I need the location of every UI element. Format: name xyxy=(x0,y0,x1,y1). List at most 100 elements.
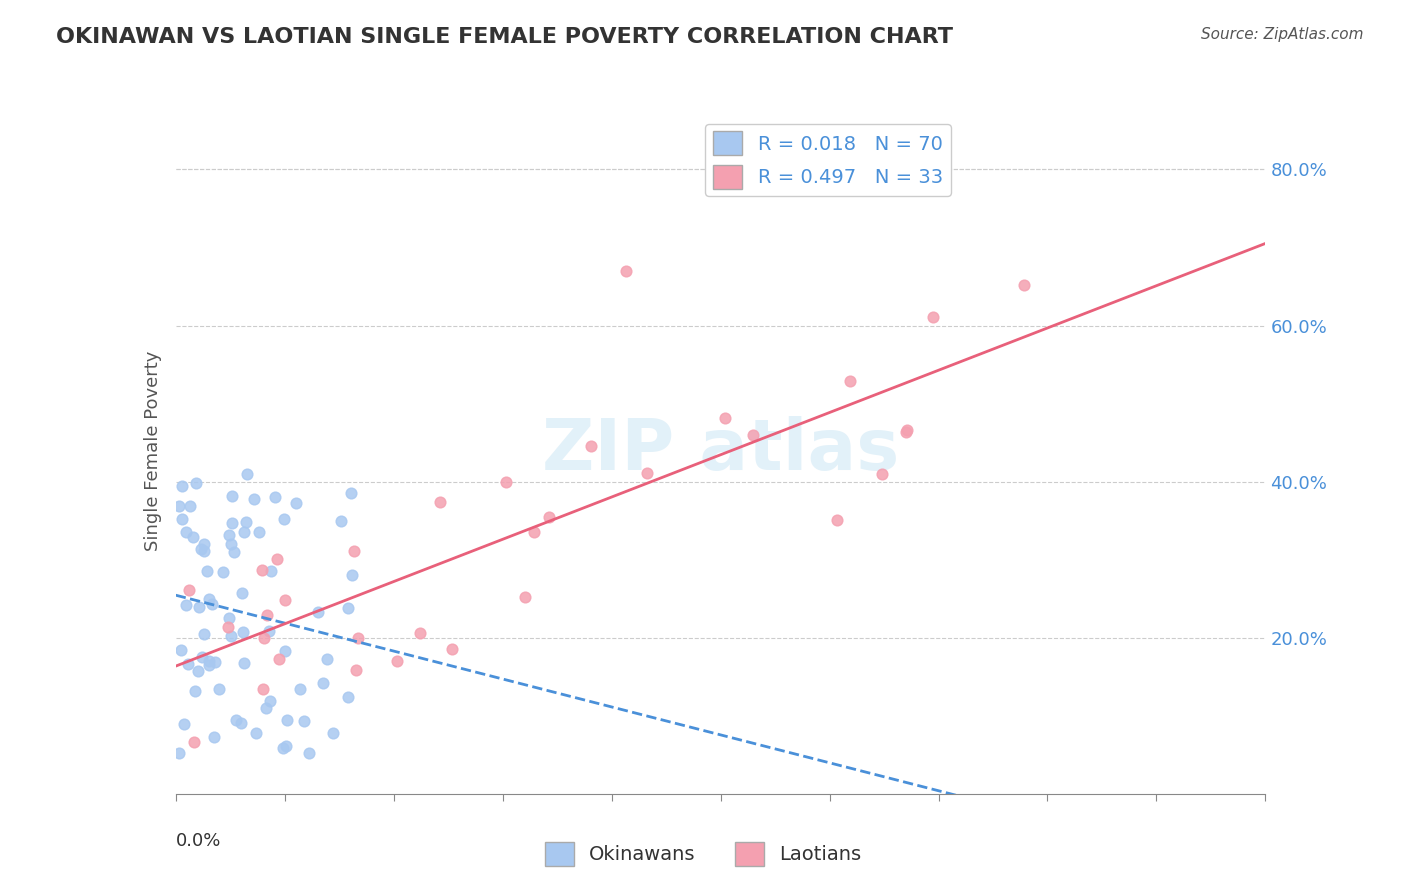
Point xyxy=(344,663,367,677)
Point xyxy=(307,605,329,619)
Point xyxy=(179,582,201,597)
Point xyxy=(232,624,254,639)
Point xyxy=(208,681,231,696)
Point xyxy=(222,545,245,559)
Point xyxy=(247,525,270,540)
Point xyxy=(274,593,297,607)
Point xyxy=(169,499,191,513)
Point xyxy=(211,565,233,579)
Point xyxy=(190,650,212,665)
Point xyxy=(176,525,198,540)
Point xyxy=(260,564,283,578)
Point xyxy=(221,489,243,503)
Point xyxy=(204,655,226,669)
Point xyxy=(253,631,276,645)
Point xyxy=(337,690,360,705)
Point xyxy=(266,552,288,566)
Point xyxy=(172,511,194,525)
Point xyxy=(174,598,197,612)
Point xyxy=(292,714,315,729)
Text: OKINAWAN VS LAOTIAN SINGLE FEMALE POVERTY CORRELATION CHART: OKINAWAN VS LAOTIAN SINGLE FEMALE POVERT… xyxy=(56,27,953,46)
Point xyxy=(245,725,267,739)
Y-axis label: Single Female Poverty: Single Female Poverty xyxy=(143,351,162,550)
Point xyxy=(201,597,224,611)
Point xyxy=(219,629,242,643)
Point xyxy=(274,739,297,753)
Point xyxy=(636,466,658,480)
Legend: R = 0.018   N = 70, R = 0.497   N = 33: R = 0.018 N = 70, R = 0.497 N = 33 xyxy=(706,124,950,196)
Point xyxy=(311,676,333,690)
Point xyxy=(285,496,308,510)
Point xyxy=(274,644,297,658)
Point xyxy=(896,425,918,440)
Point xyxy=(298,746,321,760)
Point xyxy=(243,491,266,506)
Point xyxy=(183,530,205,544)
Point xyxy=(221,516,243,530)
Point xyxy=(184,683,207,698)
Point xyxy=(235,515,257,529)
Point xyxy=(170,643,193,657)
Point xyxy=(193,537,215,551)
Point xyxy=(176,657,198,671)
Point xyxy=(202,730,225,744)
Point xyxy=(217,620,239,634)
Point xyxy=(264,490,287,504)
Point xyxy=(198,592,221,607)
Point xyxy=(1014,278,1036,293)
Point xyxy=(273,740,295,755)
Point xyxy=(614,264,637,278)
Point xyxy=(385,655,408,669)
Point xyxy=(839,374,862,388)
Point xyxy=(340,567,363,582)
Point xyxy=(197,658,219,673)
Point xyxy=(233,656,256,670)
Point xyxy=(316,652,339,666)
Point xyxy=(236,467,259,482)
Point xyxy=(872,467,894,482)
Text: ZIP atlas: ZIP atlas xyxy=(541,416,900,485)
Point xyxy=(218,611,240,625)
Point xyxy=(173,716,195,731)
Point xyxy=(273,512,295,526)
Point xyxy=(170,479,193,493)
Point xyxy=(250,563,273,577)
Point xyxy=(219,537,242,551)
Point xyxy=(581,439,603,453)
Point xyxy=(259,694,281,708)
Point xyxy=(190,541,212,556)
Point xyxy=(825,513,848,527)
Point xyxy=(183,735,205,749)
Point xyxy=(322,726,344,740)
Point xyxy=(515,590,537,604)
Point xyxy=(186,475,208,490)
Text: 0.0%: 0.0% xyxy=(176,831,221,850)
Point xyxy=(256,608,278,623)
Text: Source: ZipAtlas.com: Source: ZipAtlas.com xyxy=(1201,27,1364,42)
Point xyxy=(337,601,360,615)
Point xyxy=(409,626,432,640)
Point xyxy=(340,485,363,500)
Point xyxy=(187,664,209,678)
Point xyxy=(225,713,247,727)
Point xyxy=(167,746,190,760)
Point xyxy=(179,500,201,514)
Point xyxy=(232,524,254,539)
Point xyxy=(276,714,298,728)
Point xyxy=(896,423,918,437)
Point xyxy=(288,681,311,696)
Point xyxy=(229,716,252,731)
Point xyxy=(193,543,215,558)
Point xyxy=(495,475,517,489)
Point xyxy=(537,509,560,524)
Point xyxy=(523,524,546,539)
Point xyxy=(195,564,218,578)
Point xyxy=(257,624,280,639)
Point xyxy=(252,682,274,697)
Point xyxy=(347,631,370,645)
Point xyxy=(218,528,240,542)
Point xyxy=(921,310,943,325)
Point xyxy=(188,600,211,615)
Point xyxy=(231,586,253,600)
Point xyxy=(254,701,277,715)
